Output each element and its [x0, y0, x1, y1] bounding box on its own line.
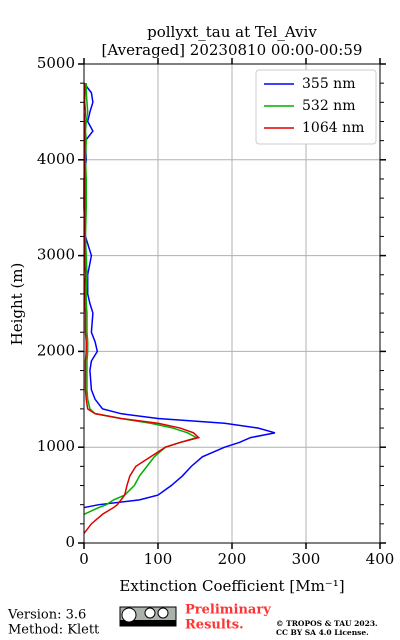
- legend: [255, 69, 377, 145]
- legend-label: 532 nm: [302, 98, 355, 114]
- profile-line: [83, 82, 276, 509]
- y-axis-label: Height (m): [8, 263, 26, 346]
- preliminary: Results.: [185, 618, 244, 633]
- x-tick-label: 0: [79, 550, 89, 568]
- copyright: CC BY SA 4.0 License.: [276, 628, 369, 637]
- preliminary: Preliminary: [185, 603, 271, 618]
- legend-label: 355 nm: [302, 76, 355, 92]
- x-tick-label: 400: [366, 550, 395, 568]
- plot-frame: [83, 63, 381, 544]
- method: Method: Klett: [8, 623, 100, 638]
- copyright: © TROPOS & TAU 2023.: [276, 619, 378, 628]
- y-tick-label: 1000: [37, 437, 75, 455]
- x-axis-label: Extinction Coefficient [Mm⁻¹]: [119, 577, 344, 595]
- legend-label: 1064 nm: [302, 120, 364, 136]
- x-tick-label: 100: [144, 550, 173, 568]
- x-tick-label: 200: [218, 550, 247, 568]
- profile-line: [83, 83, 199, 515]
- y-tick-label: 5000: [37, 54, 75, 72]
- y-tick-label: 3000: [37, 246, 75, 264]
- version: Version: 3.6: [7, 608, 86, 623]
- x-tick-label: 300: [292, 550, 321, 568]
- profile-line: [83, 83, 201, 534]
- y-tick-label: 2000: [37, 341, 75, 359]
- y-tick-label: 4000: [37, 150, 75, 168]
- chart-title: pollyxt_tau at Tel_Aviv: [147, 23, 317, 41]
- y-tick-label: 0: [65, 533, 75, 551]
- chart-subtitle: [Averaged] 20230810 00:00-00:59: [102, 41, 363, 59]
- cc-logo: [119, 606, 177, 627]
